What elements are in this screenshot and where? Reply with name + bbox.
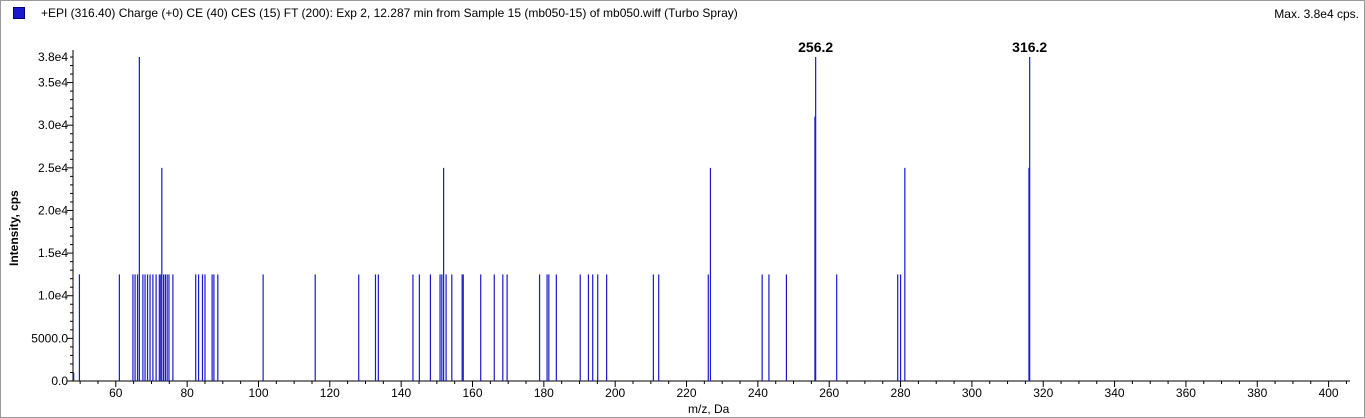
x-tick-label: 400 bbox=[1319, 386, 1339, 400]
x-tick-label: 320 bbox=[1033, 386, 1053, 400]
x-axis-label: m/z, Da bbox=[688, 402, 730, 416]
y-tick-label: 1.5e4 bbox=[38, 246, 68, 260]
x-tick-label: 220 bbox=[677, 386, 697, 400]
x-tick-label: 240 bbox=[748, 386, 768, 400]
y-tick-label: 1.0e4 bbox=[38, 289, 68, 303]
axes bbox=[67, 50, 1350, 387]
x-tick-label: 200 bbox=[605, 386, 625, 400]
x-tick-label: 260 bbox=[819, 386, 839, 400]
y-tick-label: 2.0e4 bbox=[38, 203, 68, 217]
x-tick-label: 360 bbox=[1176, 386, 1196, 400]
x-tick-label: 100 bbox=[248, 386, 268, 400]
y-tick-label: 0.0 bbox=[51, 374, 68, 388]
peaks bbox=[73, 57, 1031, 381]
y-tick-label: 5000.0 bbox=[31, 331, 68, 345]
chart-title: +EPI (316.40) Charge (+0) CE (40) CES (1… bbox=[41, 6, 738, 20]
x-tick-label: 380 bbox=[1247, 386, 1267, 400]
tick-labels: 60 80 100 120 140 160 180 200 220 240 260 280 300 320… bbox=[31, 39, 1339, 400]
y-tick-label: 3.8e4 bbox=[38, 50, 68, 64]
y-tick-label: 3.0e4 bbox=[38, 118, 68, 132]
peak-annotation: 316.2 bbox=[1012, 39, 1047, 55]
y-tick-label: 3.5e4 bbox=[38, 76, 68, 90]
x-tick-label: 120 bbox=[320, 386, 340, 400]
x-tick-label: 280 bbox=[891, 386, 911, 400]
chart-header: +EPI (316.40) Charge (+0) CE (40) CES (1… bbox=[0, 0, 1365, 26]
max-intensity-label: Max. 3.8e4 cps. bbox=[1274, 7, 1359, 21]
x-tick-label: 140 bbox=[391, 386, 411, 400]
x-tick-label: 160 bbox=[462, 386, 482, 400]
x-tick-label: 340 bbox=[1105, 386, 1125, 400]
peak-annotation: 256.2 bbox=[798, 39, 833, 55]
y-tick-label: 2.5e4 bbox=[38, 161, 68, 175]
x-tick-label: 80 bbox=[180, 386, 194, 400]
x-tick-label: 300 bbox=[962, 386, 982, 400]
series-legend-swatch[interactable] bbox=[13, 7, 25, 19]
x-tick-label: 60 bbox=[109, 386, 123, 400]
x-tick-label: 180 bbox=[534, 386, 554, 400]
